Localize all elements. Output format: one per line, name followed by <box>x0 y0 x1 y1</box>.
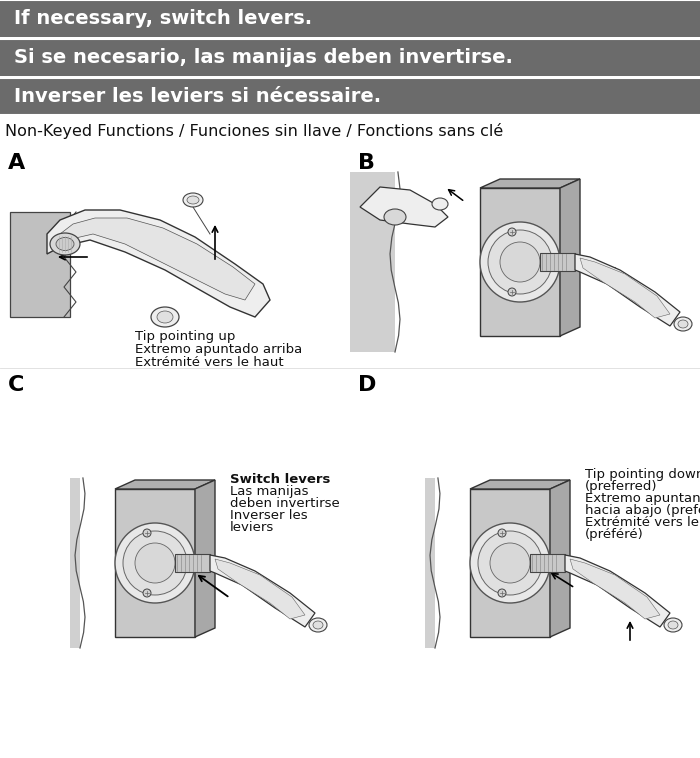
Polygon shape <box>360 187 448 227</box>
Ellipse shape <box>157 311 173 323</box>
Circle shape <box>508 228 516 236</box>
Text: Extremo apuntando: Extremo apuntando <box>585 492 700 505</box>
Ellipse shape <box>151 307 179 327</box>
Text: Switch levers: Switch levers <box>230 473 330 486</box>
Circle shape <box>143 529 151 537</box>
Polygon shape <box>115 480 215 489</box>
Polygon shape <box>47 210 270 317</box>
Polygon shape <box>425 478 435 648</box>
Ellipse shape <box>309 618 327 632</box>
Ellipse shape <box>664 618 682 632</box>
Polygon shape <box>480 179 580 188</box>
Polygon shape <box>570 559 660 619</box>
Polygon shape <box>470 480 570 489</box>
Circle shape <box>478 531 542 595</box>
Bar <box>0 39 700 76</box>
Circle shape <box>143 589 151 597</box>
Circle shape <box>488 230 552 294</box>
Bar <box>480 188 560 336</box>
Polygon shape <box>350 172 395 352</box>
Polygon shape <box>195 480 215 637</box>
Polygon shape <box>575 254 680 326</box>
Circle shape <box>115 523 195 603</box>
Ellipse shape <box>432 198 448 210</box>
Text: Las manijas: Las manijas <box>230 485 309 498</box>
Bar <box>115 489 195 637</box>
Ellipse shape <box>56 237 74 250</box>
Circle shape <box>498 529 506 537</box>
Polygon shape <box>560 179 580 336</box>
Circle shape <box>498 589 506 597</box>
Text: Extrémité vers le bas: Extrémité vers le bas <box>585 516 700 529</box>
Polygon shape <box>60 218 255 300</box>
Polygon shape <box>565 555 670 627</box>
Text: (preferred): (preferred) <box>585 480 657 493</box>
Bar <box>530 554 565 572</box>
Text: Tip pointing up: Tip pointing up <box>135 330 235 343</box>
Text: Inverser les leviers si nécessaire.: Inverser les leviers si nécessaire. <box>14 87 381 106</box>
Text: Tip pointing down: Tip pointing down <box>585 468 700 481</box>
Ellipse shape <box>183 193 203 207</box>
Ellipse shape <box>678 320 688 328</box>
Ellipse shape <box>668 621 678 629</box>
Text: Si se necesario, las manijas deben invertirse.: Si se necesario, las manijas deben inver… <box>14 48 513 67</box>
Text: C: C <box>8 375 25 395</box>
Text: Inverser les: Inverser les <box>230 509 307 522</box>
Text: Extremo apuntado arriba: Extremo apuntado arriba <box>135 343 302 356</box>
Text: Extrémité vers le haut: Extrémité vers le haut <box>135 356 284 369</box>
Bar <box>540 253 575 271</box>
Text: If necessary, switch levers.: If necessary, switch levers. <box>14 9 312 28</box>
Text: hacia abajo (preferida): hacia abajo (preferida) <box>585 504 700 517</box>
Text: deben invertirse: deben invertirse <box>230 497 340 510</box>
Circle shape <box>480 222 560 302</box>
Bar <box>0 0 700 37</box>
Polygon shape <box>550 480 570 637</box>
Circle shape <box>500 242 540 282</box>
Circle shape <box>490 543 530 583</box>
Ellipse shape <box>674 317 692 331</box>
Polygon shape <box>210 555 315 627</box>
Polygon shape <box>70 478 80 648</box>
Polygon shape <box>215 559 305 619</box>
Text: leviers: leviers <box>230 521 274 534</box>
Ellipse shape <box>187 196 199 204</box>
Circle shape <box>123 531 187 595</box>
Circle shape <box>508 288 516 296</box>
Text: Non-Keyed Functions / Funciones sin llave / Fonctions sans clé: Non-Keyed Functions / Funciones sin llav… <box>5 123 503 139</box>
Bar <box>0 78 700 115</box>
Text: B: B <box>358 153 375 173</box>
Bar <box>470 489 550 637</box>
Circle shape <box>135 543 175 583</box>
Bar <box>175 554 210 572</box>
Text: D: D <box>358 375 377 395</box>
Text: A: A <box>8 153 25 173</box>
Circle shape <box>470 523 550 603</box>
Ellipse shape <box>384 209 406 225</box>
Bar <box>10 212 70 317</box>
Polygon shape <box>580 258 670 318</box>
Ellipse shape <box>50 233 80 255</box>
Text: (préféré): (préféré) <box>585 528 644 541</box>
Ellipse shape <box>313 621 323 629</box>
